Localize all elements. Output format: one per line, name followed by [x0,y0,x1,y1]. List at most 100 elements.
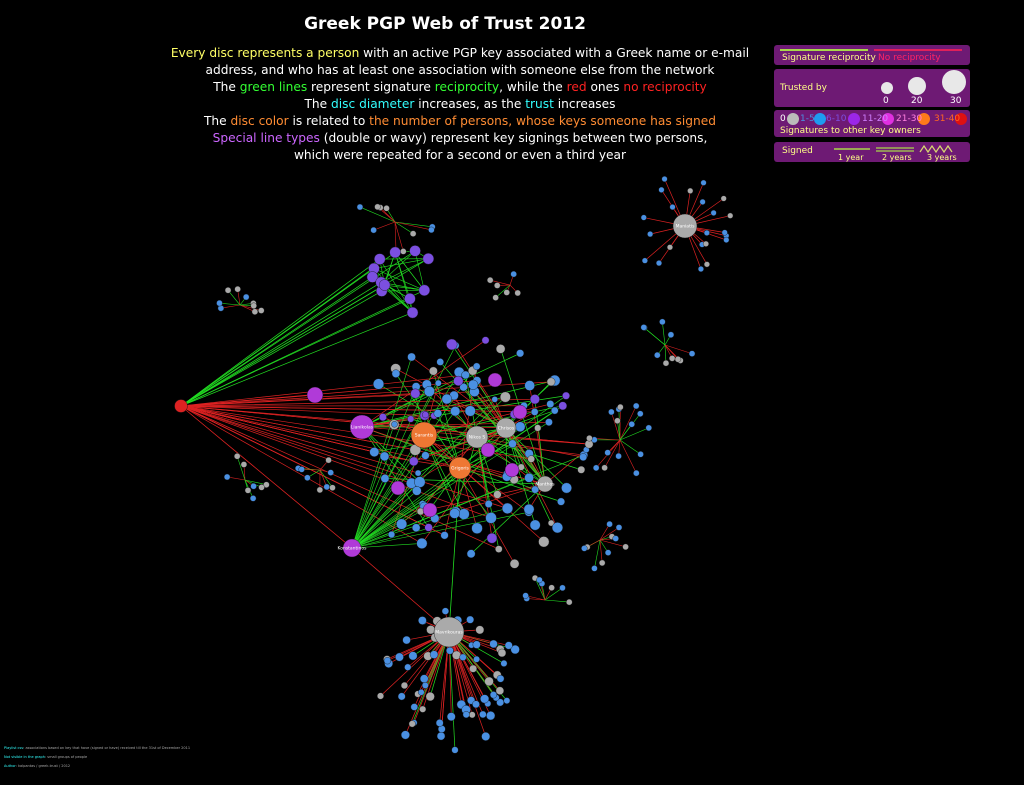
edge [180,252,396,407]
node [601,464,608,471]
node [404,663,412,671]
node [234,285,241,293]
edge [423,405,563,436]
node [466,549,476,559]
edge [361,426,515,480]
node [514,289,521,297]
legend-bin-0: 0 [780,114,786,124]
edge [180,258,380,407]
node [512,404,528,420]
edge [180,405,535,413]
node [514,421,526,432]
node [459,383,468,392]
node [263,481,270,488]
node [441,393,453,405]
legend-years: Signed 1 year 2 years 3 years [774,142,970,162]
legend-reciprocity-label: Signature reciprocity [782,53,876,63]
node [604,449,611,456]
edge [664,344,693,354]
node [654,351,661,359]
node [529,519,541,531]
edge [180,312,413,407]
legend-line-colors: Signature reciprocity No reciprocity [774,45,970,65]
node [440,531,449,540]
legend-color-bins: 0 1-5 6-10 11-20 21-30 31-40 Signatures … [774,110,970,137]
edge [351,399,496,549]
node [579,453,588,462]
edge [351,370,434,549]
node [723,236,730,243]
edge [351,547,450,633]
node [667,331,675,338]
node [522,592,529,599]
node [674,356,682,363]
edge [180,405,416,451]
node [441,607,450,615]
footer-note-1: Playlist csv: associations based on key … [4,746,191,750]
hub-label: Chrisos [498,426,515,432]
edge [617,420,621,441]
edge [180,381,552,407]
edge [384,252,396,286]
node [410,421,438,449]
edge [599,539,626,548]
node [703,229,710,236]
edge [444,467,461,536]
node [529,394,540,405]
node [370,226,377,234]
edge [180,405,508,509]
edge [180,276,373,407]
legend-no-reciprocity-label: No reciprocity [878,53,941,63]
node [493,490,502,499]
node [721,229,728,236]
node [379,451,390,462]
node [527,455,535,463]
node [421,681,429,689]
node [612,535,619,542]
edge [319,469,333,488]
hub-label: Grigoris [451,466,469,472]
edge [394,221,404,252]
node [425,691,435,702]
edge [599,527,620,541]
edge [180,298,411,407]
edge [180,398,535,407]
node [244,487,252,494]
node [700,179,707,186]
node [655,260,662,267]
node [433,409,443,418]
node [329,484,336,491]
edge [394,252,425,291]
legend-trust-tick-0: 0 [883,96,889,106]
edge [394,221,433,228]
node [323,483,330,491]
node [373,378,385,390]
node [687,187,694,194]
node [383,205,390,212]
node [484,676,494,687]
node [720,195,727,202]
node [408,651,418,661]
edge [351,490,418,549]
node [531,485,539,494]
node [216,299,223,307]
node [495,545,503,553]
node [450,406,461,417]
edge [180,290,382,407]
node [495,344,506,354]
node [421,411,429,419]
legend-year-1: 1 year [838,153,864,162]
node [516,349,525,358]
node [509,559,520,569]
node [524,380,535,391]
node [500,659,508,667]
edge [351,371,460,549]
node [703,261,710,268]
edge [619,424,632,441]
legend-trust-size: Trusted by 0 20 30 [774,69,970,107]
edge [664,344,679,360]
legend-signed-label: Signed [782,146,813,156]
edge [476,436,490,505]
node [592,464,600,472]
edge [380,250,416,283]
